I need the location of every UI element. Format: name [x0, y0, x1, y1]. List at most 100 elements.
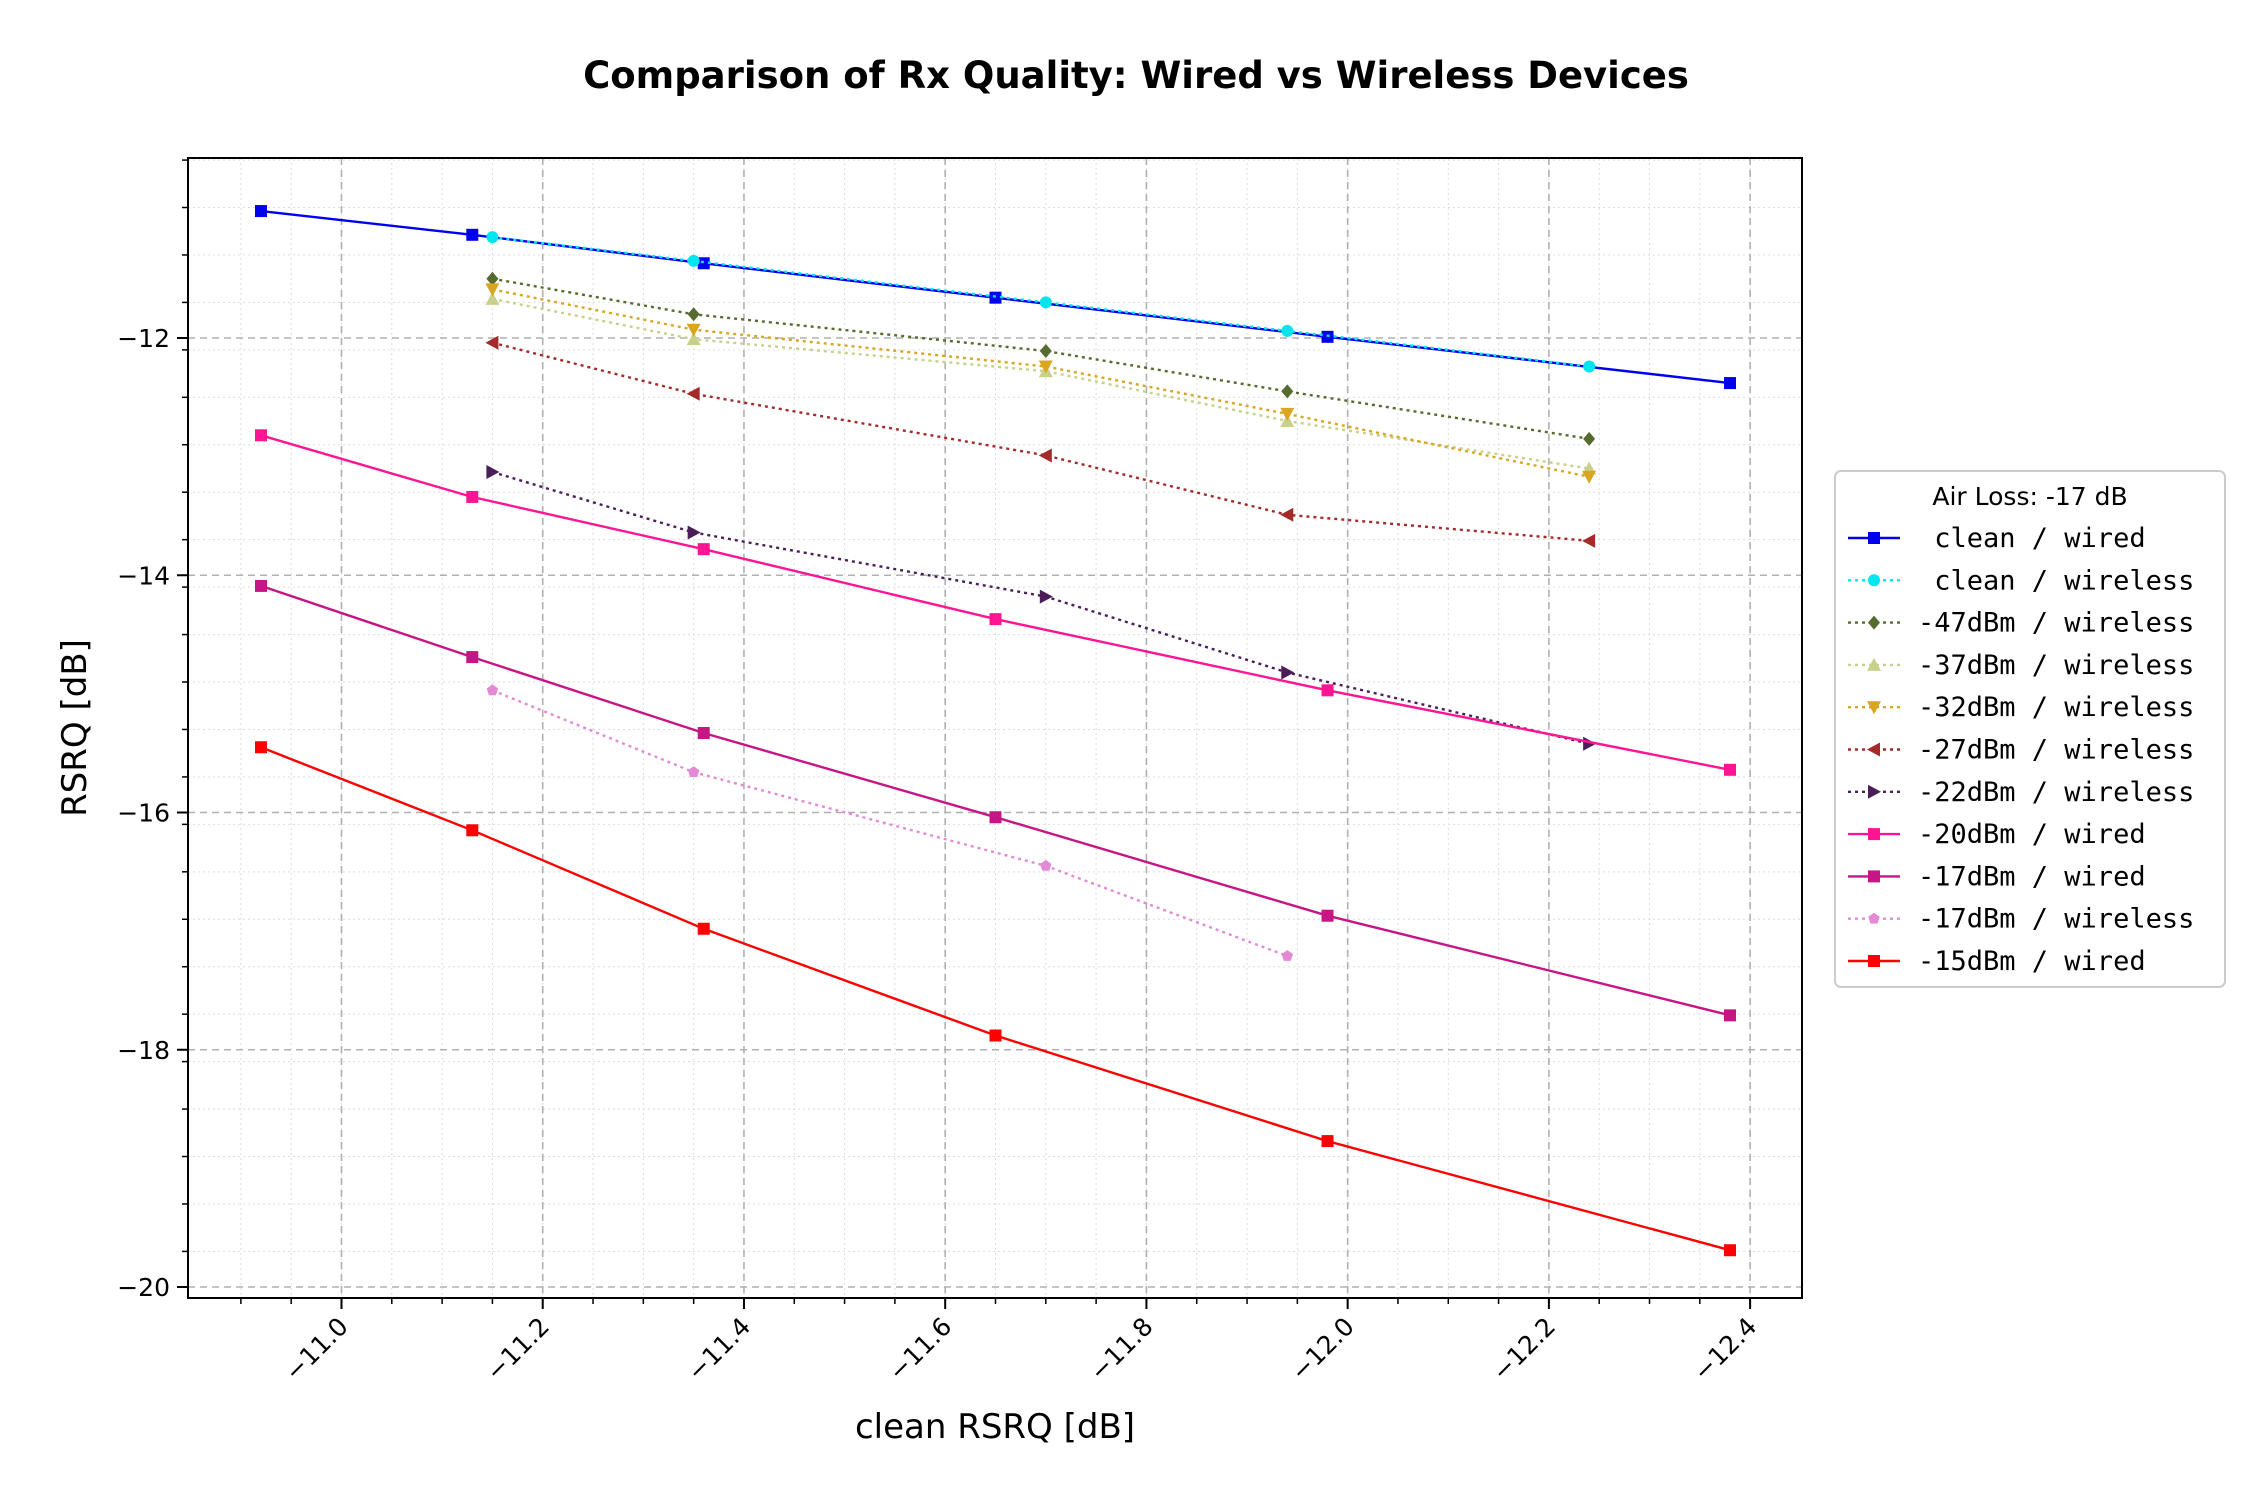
data-point — [1582, 470, 1597, 484]
data-point — [1724, 1244, 1736, 1257]
legend-swatch-marker — [1868, 574, 1880, 587]
data-point — [1039, 296, 1052, 309]
data-point — [466, 824, 479, 837]
legend: Air Loss: -17 dB clean / wired clean / w… — [1834, 470, 2226, 988]
data-point — [1724, 1009, 1736, 1022]
legend-label: -22dBm / wireless — [1918, 777, 2194, 808]
legend-item: -32dBm / wireless — [1848, 692, 2194, 723]
data-point — [697, 922, 710, 935]
data-point — [1280, 407, 1295, 421]
legend-swatch-marker — [1868, 912, 1880, 924]
legend-box — [1834, 470, 2226, 988]
legend-swatch-marker — [1868, 532, 1880, 544]
data-point — [255, 579, 267, 592]
series — [486, 271, 1596, 446]
legend-label: -27dBm / wireless — [1918, 735, 2194, 766]
legend-label: -17dBm / wireless — [1918, 904, 2194, 935]
data-point — [485, 335, 499, 350]
legend-label: clean / wired — [1918, 523, 2146, 554]
data-point — [1281, 665, 1295, 680]
data-point — [485, 291, 500, 305]
data-point — [1583, 431, 1596, 446]
data-point — [989, 1029, 1002, 1042]
data-point — [687, 307, 700, 322]
data-point — [486, 684, 499, 696]
data-point — [686, 386, 700, 401]
legend-label: -32dBm / wireless — [1918, 692, 2194, 723]
legend-label: -37dBm / wireless — [1918, 650, 2194, 681]
data-point — [686, 323, 701, 337]
legend-swatch-marker — [1867, 657, 1881, 671]
chart-title: Comparison of Rx Quality: Wired vs Wirel… — [583, 54, 1689, 97]
legend-item: -17dBm / wired — [1848, 861, 2146, 892]
data-point — [1724, 377, 1736, 390]
series — [255, 741, 1736, 1257]
legend-label: -17dBm / wired — [1918, 861, 2146, 892]
y-tick-label: −14 — [117, 561, 170, 590]
series-line — [260, 434, 1731, 771]
y-tick-label: −18 — [117, 1036, 170, 1065]
data-point — [466, 490, 479, 503]
data-point — [1321, 1135, 1334, 1148]
data-point — [1039, 344, 1052, 359]
data-point — [1321, 684, 1334, 697]
legend-label: -20dBm / wired — [1918, 819, 2146, 850]
data-point — [989, 811, 1002, 824]
legend-swatch-marker — [1868, 784, 1881, 799]
legend-item: clean / wireless — [1848, 565, 2194, 596]
data-point — [1281, 384, 1294, 399]
legend-label: clean / wireless — [1918, 565, 2194, 596]
data-point — [486, 231, 499, 244]
data-point — [466, 651, 479, 664]
data-point — [1040, 859, 1052, 871]
data-point — [1724, 763, 1736, 776]
series-line — [492, 277, 1590, 440]
series — [485, 335, 1596, 548]
data-point — [697, 543, 710, 556]
data-point — [697, 727, 710, 740]
grid — [188, 158, 1802, 1298]
data-point — [1321, 909, 1334, 922]
data-point — [255, 205, 267, 218]
legend-item: -20dBm / wired — [1848, 819, 2146, 850]
data-point — [1281, 324, 1294, 337]
data-point — [1583, 736, 1597, 751]
legend-item: -47dBm / wireless — [1848, 608, 2194, 639]
data-point — [686, 332, 701, 346]
legend-swatch-marker — [1868, 828, 1880, 841]
y-tick-label: −20 — [117, 1273, 170, 1302]
legend-label: -15dBm / wired — [1918, 946, 2146, 977]
series — [485, 283, 1597, 484]
legend-item: -17dBm / wireless — [1848, 904, 2194, 935]
legend-swatch-marker — [1867, 701, 1881, 715]
data-point — [1281, 950, 1293, 961]
series-line — [260, 584, 1731, 1017]
series-line — [491, 689, 1288, 958]
data-point — [255, 429, 267, 442]
legend-swatch-marker — [1868, 955, 1880, 967]
legend-swatch-marker — [1868, 870, 1880, 883]
series — [486, 231, 1596, 373]
y-axis-label: RSRQ [dB] — [55, 639, 95, 817]
series — [486, 684, 1293, 961]
series — [255, 429, 1736, 776]
legend-title: Air Loss: -17 dB — [1932, 482, 2127, 511]
x-axis-label: clean RSRQ [dB] — [855, 1407, 1135, 1447]
series-line — [260, 209, 1731, 385]
series-line — [260, 746, 1731, 1252]
legend-item: clean / wired — [1848, 523, 2146, 554]
legend-item: -37dBm / wireless — [1848, 650, 2194, 681]
legend-swatch-marker — [1867, 742, 1880, 757]
data-point — [486, 465, 500, 480]
data-point — [687, 525, 701, 540]
data-point — [1583, 360, 1596, 373]
legend-item: -27dBm / wireless — [1848, 735, 2194, 766]
legend-swatch-marker — [1868, 615, 1880, 630]
legend-label: -47dBm / wireless — [1918, 608, 2194, 639]
plot-series — [255, 205, 1736, 1257]
y-tick-label: −16 — [117, 799, 170, 828]
data-point — [1280, 507, 1294, 522]
data-point — [485, 283, 500, 297]
